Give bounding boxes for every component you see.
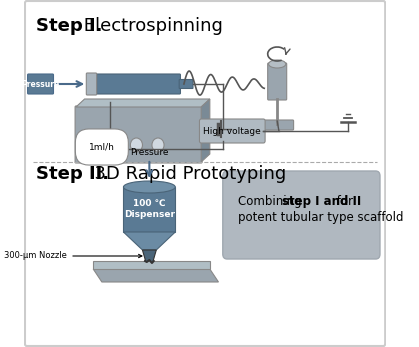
FancyBboxPatch shape (223, 171, 380, 259)
Text: Pressure: Pressure (130, 148, 168, 157)
FancyBboxPatch shape (179, 79, 193, 88)
Text: step I and II: step I and II (282, 195, 361, 208)
Polygon shape (76, 99, 210, 107)
Text: for: for (334, 195, 353, 208)
FancyBboxPatch shape (93, 261, 210, 269)
Circle shape (152, 138, 164, 152)
Polygon shape (201, 99, 210, 162)
Text: High voltage: High voltage (203, 127, 261, 135)
Text: 1ml/h: 1ml/h (89, 143, 115, 152)
FancyBboxPatch shape (199, 119, 265, 143)
Text: Combining: Combining (238, 195, 306, 208)
Polygon shape (93, 269, 218, 282)
Text: 300-μm Nozzle: 300-μm Nozzle (5, 252, 142, 261)
Text: 3D Rapid Prototyping: 3D Rapid Prototyping (83, 165, 286, 183)
Text: potent tubular type scaffold: potent tubular type scaffold (238, 211, 404, 224)
FancyBboxPatch shape (75, 106, 202, 163)
FancyBboxPatch shape (261, 120, 294, 130)
Text: Step I.: Step I. (36, 17, 103, 35)
Text: Step II.: Step II. (36, 165, 109, 183)
Polygon shape (124, 232, 175, 250)
Polygon shape (142, 250, 156, 262)
FancyBboxPatch shape (28, 74, 54, 94)
Ellipse shape (124, 181, 175, 193)
FancyBboxPatch shape (268, 63, 287, 100)
Ellipse shape (269, 60, 286, 68)
Text: Electrospinning: Electrospinning (78, 17, 222, 35)
Text: 100 ℃
Dispenser: 100 ℃ Dispenser (124, 199, 175, 219)
Polygon shape (124, 187, 175, 232)
Text: Pressure: Pressure (21, 79, 59, 88)
Circle shape (130, 138, 142, 152)
FancyBboxPatch shape (86, 73, 97, 95)
FancyBboxPatch shape (25, 1, 385, 346)
FancyBboxPatch shape (97, 74, 181, 94)
